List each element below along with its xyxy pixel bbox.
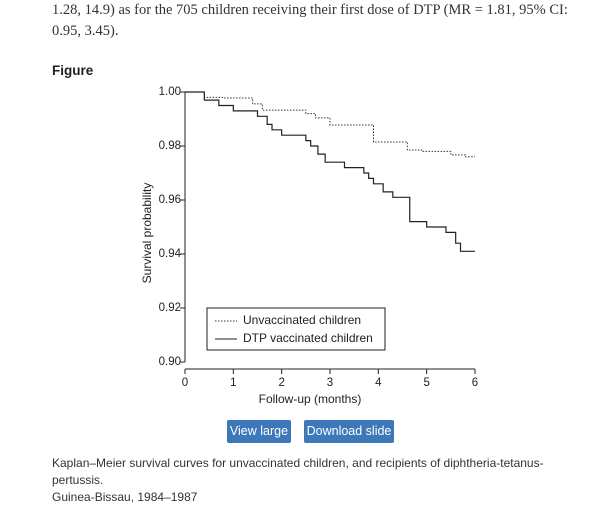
view-large-button[interactable]: View large	[227, 420, 291, 443]
legend-label: Unvaccinated children	[243, 313, 361, 327]
x-tick-label: 5	[423, 377, 429, 389]
y-tick-label: 0.94	[159, 248, 182, 260]
legend-label: DTP vaccinated children	[243, 331, 373, 345]
x-tick-label: 2	[278, 377, 284, 389]
download-slide-button[interactable]: Download slide	[304, 420, 394, 443]
x-tick-label: 3	[327, 377, 333, 389]
figure-heading: Figure	[52, 63, 94, 78]
x-tick-label: 0	[182, 377, 188, 389]
survival-curve	[185, 91, 475, 158]
y-axis-label: Survival probability	[140, 183, 154, 284]
y-tick-label: 1.00	[159, 86, 181, 98]
caption-line: Guinea-Bissau, 1984–1987	[52, 490, 198, 504]
chart: Follow-up (months) Survival probability …	[140, 86, 478, 406]
survival-curve	[185, 91, 475, 252]
paragraph: 1.28, 14.9) as for the 705 children rece…	[52, 2, 568, 39]
y-tick-label: 0.98	[159, 140, 181, 152]
caption: Kaplan–Meier survival curves for unvacci…	[52, 455, 572, 506]
y-tick-label: 0.96	[159, 194, 181, 206]
x-tick-label: 1	[230, 377, 236, 389]
x-tick-label: 6	[472, 377, 478, 389]
y-tick-label: 0.90	[159, 356, 181, 368]
x-axis-label: Follow-up (months)	[259, 392, 362, 406]
caption-line: Kaplan–Meier survival curves for unvacci…	[52, 456, 544, 487]
y-tick-label: 0.92	[159, 302, 181, 314]
x-tick-label: 4	[375, 377, 382, 389]
legend-box	[206, 307, 386, 351]
